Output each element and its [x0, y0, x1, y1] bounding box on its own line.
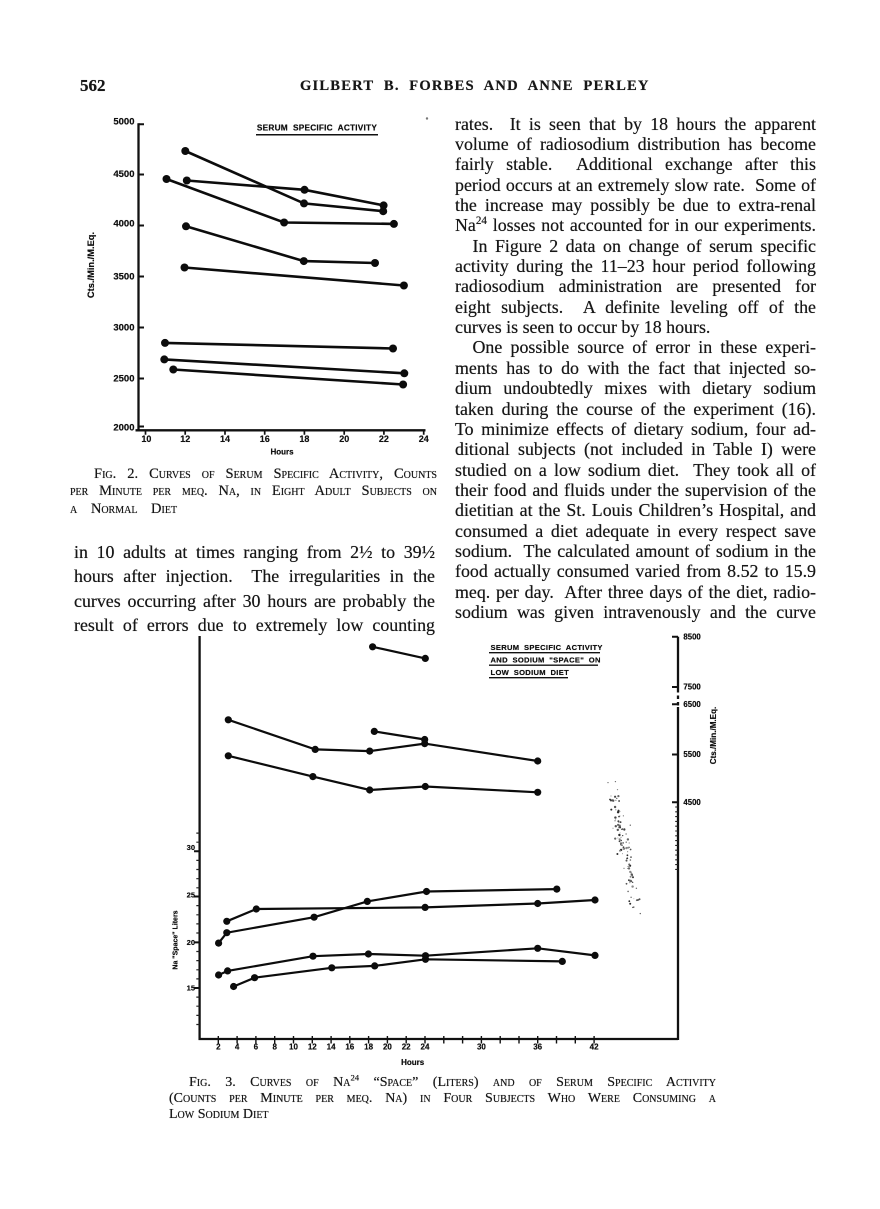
svg-text:AND SODIUM "SPACE" ON: AND SODIUM "SPACE" ON — [491, 656, 601, 665]
svg-text:25: 25 — [187, 891, 195, 900]
svg-text:16: 16 — [345, 1042, 354, 1051]
svg-text:18: 18 — [299, 434, 309, 444]
svg-text:SERUM SPECIFIC ACTIVITY: SERUM SPECIFIC ACTIVITY — [491, 643, 603, 652]
svg-text:36: 36 — [533, 1042, 542, 1051]
svg-text:30: 30 — [477, 1042, 486, 1051]
svg-text:2: 2 — [216, 1042, 221, 1051]
svg-text:22: 22 — [402, 1042, 411, 1051]
svg-text:20: 20 — [383, 1042, 392, 1051]
svg-text:15: 15 — [187, 984, 195, 993]
svg-text:8500: 8500 — [683, 633, 701, 642]
svg-text:5000: 5000 — [113, 116, 134, 127]
svg-text:14: 14 — [220, 434, 230, 444]
svg-text:10: 10 — [289, 1042, 298, 1051]
svg-text:8: 8 — [272, 1042, 277, 1051]
svg-text:2500: 2500 — [113, 373, 134, 384]
svg-text:4500: 4500 — [683, 798, 701, 807]
svg-text:4500: 4500 — [113, 169, 134, 180]
svg-text:24: 24 — [419, 434, 429, 444]
svg-text:20: 20 — [187, 938, 195, 947]
svg-text:Na "Space" Liters: Na "Space" Liters — [173, 910, 180, 969]
svg-text:4: 4 — [235, 1042, 240, 1051]
svg-text:18: 18 — [364, 1042, 373, 1051]
svg-text:3500: 3500 — [113, 271, 134, 282]
svg-text:6500: 6500 — [683, 700, 701, 709]
svg-text:4000: 4000 — [113, 219, 134, 230]
svg-text:42: 42 — [590, 1042, 599, 1051]
svg-text:10: 10 — [141, 434, 151, 444]
svg-text:12: 12 — [308, 1042, 317, 1051]
svg-text:20: 20 — [339, 434, 349, 444]
svg-text:30: 30 — [187, 843, 195, 852]
svg-text:LOW SODIUM DIET: LOW SODIUM DIET — [491, 668, 570, 677]
svg-text:Hours: Hours — [401, 1058, 425, 1067]
svg-text:7500: 7500 — [683, 683, 701, 692]
svg-text:12: 12 — [180, 434, 190, 444]
svg-text:2000: 2000 — [113, 423, 134, 434]
svg-text:5500: 5500 — [683, 750, 701, 759]
svg-text:24: 24 — [421, 1042, 430, 1051]
svg-text:Cts./Min./M.Eq.: Cts./Min./M.Eq. — [709, 707, 718, 765]
svg-text:6: 6 — [254, 1042, 259, 1051]
svg-text:22: 22 — [379, 434, 389, 444]
svg-text:14: 14 — [327, 1042, 336, 1051]
svg-text:Cts./Min./M.Eq.: Cts./Min./M.Eq. — [86, 232, 96, 298]
svg-text:Hours: Hours — [270, 448, 294, 457]
svg-text:SERUM SPECIFIC ACTIVITY: SERUM SPECIFIC ACTIVITY — [257, 123, 377, 133]
svg-text:16: 16 — [260, 434, 270, 444]
svg-text:3000: 3000 — [113, 323, 134, 334]
